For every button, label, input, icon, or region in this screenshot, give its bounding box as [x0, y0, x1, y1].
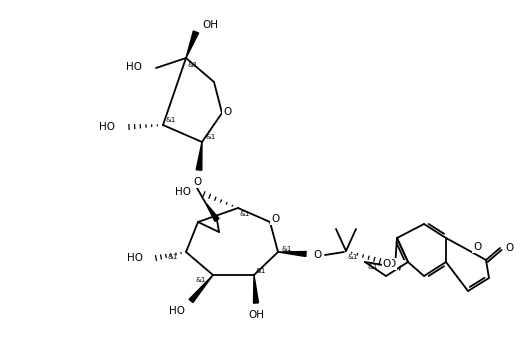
- Text: &1: &1: [256, 268, 267, 274]
- Text: &1: &1: [368, 264, 378, 270]
- Text: O: O: [388, 259, 396, 269]
- Text: O: O: [271, 214, 279, 224]
- Text: &1: &1: [165, 117, 175, 123]
- Text: HO: HO: [126, 62, 142, 72]
- Polygon shape: [278, 251, 306, 257]
- Text: O: O: [505, 243, 513, 253]
- Text: HO: HO: [127, 253, 143, 263]
- Text: HO: HO: [175, 187, 191, 197]
- Polygon shape: [186, 31, 199, 58]
- Polygon shape: [205, 202, 219, 221]
- Text: O: O: [193, 177, 201, 187]
- Polygon shape: [189, 275, 213, 303]
- Text: HO: HO: [99, 122, 115, 132]
- Text: OH: OH: [202, 20, 218, 30]
- Text: &1: &1: [281, 246, 292, 252]
- Text: &1: &1: [240, 211, 250, 217]
- Text: &1: &1: [348, 254, 358, 260]
- Text: O: O: [383, 259, 391, 269]
- Text: OH: OH: [248, 310, 264, 320]
- Text: &1: &1: [188, 62, 198, 68]
- Text: O: O: [223, 107, 231, 117]
- Text: O: O: [473, 242, 481, 252]
- Text: HO: HO: [169, 306, 185, 316]
- Text: O: O: [314, 250, 322, 260]
- Text: &1: &1: [168, 254, 179, 260]
- Text: &1: &1: [205, 134, 215, 140]
- Polygon shape: [253, 275, 259, 303]
- Polygon shape: [196, 142, 202, 170]
- Text: &1: &1: [195, 277, 206, 283]
